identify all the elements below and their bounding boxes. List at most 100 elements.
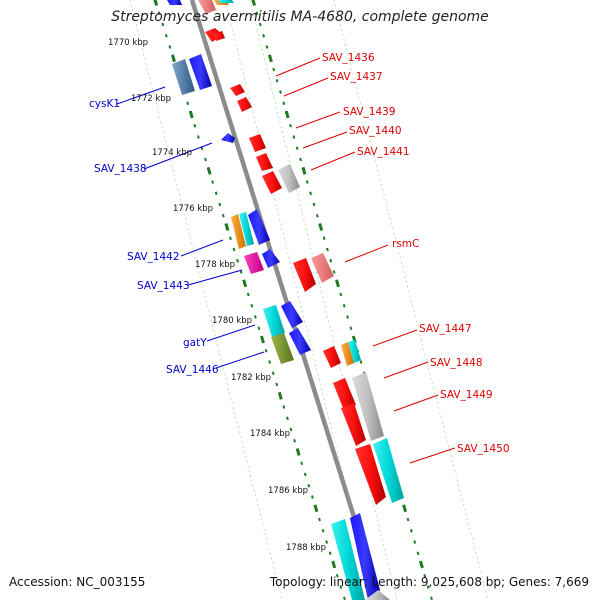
gene-label-SAV_1436: SAV_1436 [322, 52, 375, 64]
scale-ticks [155, 0, 432, 600]
genome-map: 1770 kbp 1772 kbp 1774 kbp 1776 kbp 1778… [0, 0, 600, 600]
scale-tick [166, 34, 167, 37]
gene-SAV_1448 [333, 378, 356, 408]
accession-info: Accession: NC_003155 [9, 575, 145, 589]
scale-tick [324, 237, 325, 240]
scale-tick [326, 541, 327, 544]
scale-tick [259, 327, 260, 330]
gene-SAV_1449 [341, 372, 384, 446]
gene-label-SAV_1450: SAV_1450 [457, 443, 510, 455]
gene-label-SAV_1441: SAV_1441 [357, 146, 410, 158]
scale-tick [253, 0, 255, 6]
scale-labels: 1770 kbp 1772 kbp 1774 kbp 1776 kbp 1778… [108, 38, 326, 553]
scale-tick [234, 248, 235, 251]
scale-tick [170, 46, 171, 49]
gene-label-SAV_1437: SAV_1437 [330, 71, 383, 83]
scale-tick [187, 102, 188, 105]
scale-tick [269, 55, 271, 62]
scale-tick [334, 271, 335, 274]
scale-label: 1776 kbp [173, 204, 213, 214]
scale-tick [277, 79, 278, 82]
scale-tick [273, 68, 274, 71]
scale-tick [297, 449, 299, 456]
gene-SAV_1450 [355, 438, 404, 505]
forward-strand-genes [167, 0, 390, 600]
gene-label-SAV_1449: SAV_1449 [440, 389, 493, 401]
scale-tick [237, 259, 238, 262]
gene-label-rsmC: rsmC [392, 238, 419, 250]
scale-tick [262, 336, 264, 343]
scale-label: 1778 kbp [195, 260, 235, 270]
scale-tick [241, 271, 242, 274]
scale-tick [223, 214, 224, 217]
genome-backbone [192, 0, 380, 600]
gene-label-SAV_1442: SAV_1442 [127, 251, 180, 263]
scale-tick [361, 361, 362, 364]
genome-title: Streptomyces avermitilis MA-4680, comple… [0, 9, 600, 25]
scale-label: 1782 kbp [231, 373, 271, 383]
scale-tick [330, 259, 331, 262]
scale-tick [344, 597, 345, 600]
scale-tick [267, 46, 268, 49]
scale-label: 1786 kbp [268, 486, 308, 496]
scale-tick [226, 224, 228, 231]
scale-tick [290, 124, 291, 127]
scale-tick [418, 552, 419, 555]
scale-label: 1772 kbp [131, 94, 171, 104]
scale-tick [291, 428, 292, 431]
scale-tick [411, 529, 412, 532]
scale-tick [273, 372, 274, 375]
scale-tick [319, 518, 320, 521]
gene-label-cysK1: cysK1 [89, 98, 120, 110]
scale-tick [305, 473, 306, 476]
scale-tick [194, 124, 195, 127]
scale-tick [155, 0, 157, 6]
scale-tick [294, 439, 295, 442]
scale-tick [280, 91, 281, 94]
scale-tick [190, 111, 192, 118]
scale-tick [276, 383, 277, 386]
scale-tick [284, 406, 285, 409]
scale-tick [308, 484, 309, 487]
gene-SAV_1440 [249, 134, 266, 152]
gene-label-SAV_1438: SAV_1438 [94, 163, 147, 175]
scale-tick [314, 203, 315, 206]
scale-tick [404, 505, 406, 512]
gene-label-SAV_1447: SAV_1447 [419, 323, 472, 335]
scale-tick [198, 136, 199, 139]
scale-tick [269, 361, 270, 364]
scale-tick [244, 280, 246, 287]
scale-tick [320, 224, 322, 231]
scale-tick [347, 316, 348, 319]
gene-label-SAV_1443: SAV_1443 [137, 280, 190, 292]
gene-label-SAV_1440: SAV_1440 [349, 125, 402, 137]
gene-rsmC [293, 253, 334, 292]
scale-tick [315, 505, 317, 512]
scale-tick [351, 327, 352, 330]
scale-tick [301, 462, 302, 465]
scale-tick [216, 192, 217, 195]
scale-tick [286, 111, 288, 118]
gene-SAV_1439 [237, 97, 252, 112]
scale-tick [297, 147, 298, 150]
gene-SAV_1441 [256, 153, 300, 194]
scale-tick [248, 293, 249, 296]
scale-label: 1784 kbp [250, 429, 290, 439]
scale-tick [263, 34, 264, 37]
scale-label: 1788 kbp [286, 543, 326, 553]
scale-tick [340, 293, 341, 296]
scale-tick [420, 561, 422, 568]
gene-SAV_1447 [323, 340, 361, 368]
gene-SAV_1442 [231, 209, 270, 249]
scale-tick [333, 561, 335, 568]
gene-top-forward-1 [167, 0, 182, 5]
scale-tick [330, 552, 331, 555]
genome-summary-info: Topology: linear; Length: 9,025,608 bp; … [270, 575, 589, 589]
gene-label-SAV_1439: SAV_1439 [343, 106, 396, 118]
scale-tick [230, 237, 231, 240]
scale-tick [266, 349, 267, 352]
gene-label-SAV_1448: SAV_1448 [430, 357, 483, 369]
scale-tick [205, 158, 206, 161]
scale-tick [294, 136, 295, 139]
scale-tick [255, 316, 256, 319]
